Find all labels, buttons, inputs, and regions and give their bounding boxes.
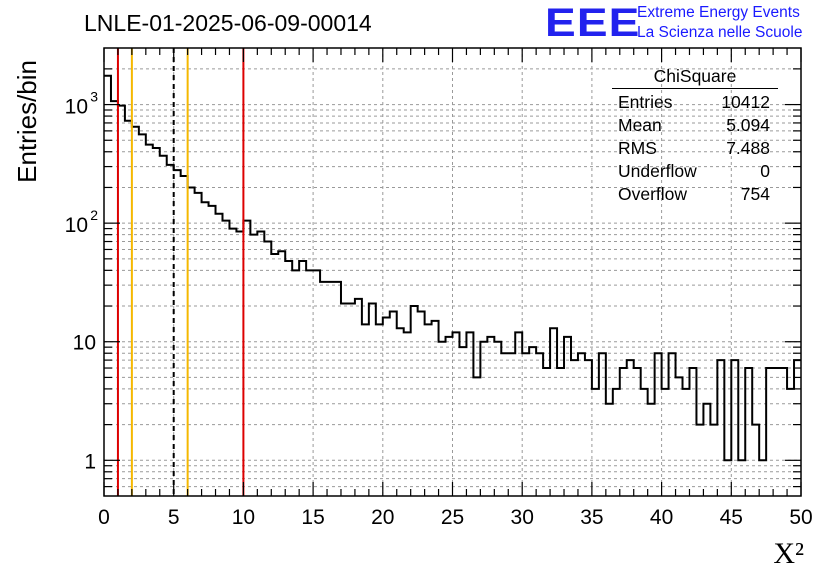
stats-label: Overflow: [618, 184, 688, 204]
stats-value: 0: [760, 161, 770, 181]
y-axis-label: Entries/bin: [12, 60, 42, 183]
y-tick-label: 1: [84, 450, 96, 473]
y-tick-label: 10: [73, 332, 96, 355]
x-tick-label: 0: [98, 506, 110, 529]
stats-value: 7.488: [726, 138, 770, 158]
x-tick-label: 30: [511, 506, 534, 529]
grid-lines: [104, 48, 801, 496]
x-tick-label: 35: [580, 506, 603, 529]
x-tick-label: 10: [232, 506, 255, 529]
x-tick-label: 15: [301, 506, 324, 529]
histogram-bins: [104, 74, 801, 462]
stats-label: RMS: [618, 138, 657, 158]
stats-row: Underflow 0: [612, 160, 778, 183]
stats-row: Mean 5.094: [612, 114, 778, 137]
stats-value: 5.094: [726, 115, 770, 135]
x-axis-label: X²: [773, 537, 804, 570]
logo-line-1: Extreme Energy Events: [637, 4, 800, 21]
page-title: LNLE-01-2025-06-09-00014: [84, 10, 372, 36]
stats-header: ChiSquare: [612, 66, 778, 89]
axis-ticks: [103, 48, 802, 496]
y-tick-exponent: 3: [90, 89, 98, 105]
x-tick-label: 45: [720, 506, 743, 529]
y-tick-label: 10: [65, 96, 88, 119]
x-tick-label: 25: [441, 506, 464, 529]
stats-row: Overflow 754: [612, 183, 778, 206]
stats-box: ChiSquare Entries 10412 Mean 5.094 RMS 7.48…: [612, 66, 778, 206]
x-tick-label: 50: [789, 506, 812, 529]
stats-row: RMS 7.488: [612, 137, 778, 160]
y-tick-label: 10: [65, 214, 88, 237]
histogram-outline: [104, 74, 801, 462]
x-tick-label: 40: [650, 506, 673, 529]
x-tick-label: 5: [168, 506, 180, 529]
threshold-lines: [116, 48, 245, 496]
stats-row: Entries 10412: [612, 91, 778, 114]
eee-logo: EEE: [545, 1, 641, 45]
stats-label: Underflow: [618, 161, 697, 181]
x-tick-label: 20: [371, 506, 394, 529]
stats-label: Mean: [618, 115, 662, 135]
logo-line-2: La Scienza nelle Scuole: [637, 24, 803, 41]
stats-label: Entries: [618, 92, 673, 112]
y-tick-exponent: 2: [90, 207, 98, 223]
stats-value: 10412: [721, 92, 770, 112]
stats-value: 754: [740, 184, 770, 204]
